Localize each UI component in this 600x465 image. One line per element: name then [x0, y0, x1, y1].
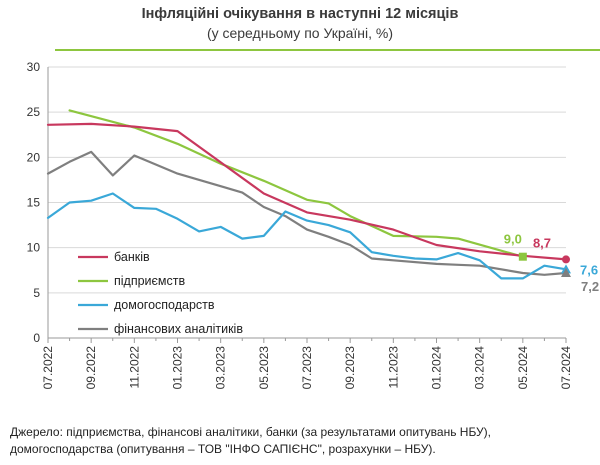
series-end-markers	[518, 252, 571, 277]
series-end-labels: 8,7 9,0 7,6 7,2	[504, 232, 599, 294]
series-line-0	[46, 122, 568, 261]
series-line-3	[46, 150, 568, 276]
legend-label: підприємств	[114, 274, 185, 288]
y-tick-label: 30	[27, 60, 41, 74]
end-value-label: 8,7	[533, 235, 551, 250]
x-tick-label: 07.2022	[41, 346, 55, 390]
source-note: Джерело: підприємства, фінансові аналіти…	[10, 425, 492, 456]
y-tick-label: 5	[33, 286, 40, 300]
legend-label: банків	[114, 250, 150, 264]
y-tick-label: 15	[27, 196, 41, 210]
series-lines	[46, 109, 568, 280]
x-tick-label: 05.2023	[257, 346, 271, 390]
x-tick-label: 09.2023	[343, 346, 357, 390]
series-line-2	[46, 192, 568, 280]
gridlines	[48, 66, 566, 294]
end-value-label: 7,6	[580, 262, 598, 277]
series-line-1	[68, 109, 524, 258]
y-tick-label: 0	[33, 331, 40, 345]
legend-label: фінансових аналітиків	[114, 322, 243, 336]
x-tick-label: 01.2023	[171, 346, 185, 390]
line-chart: 0 5 10 15 20 25 30 07.2022 09.2022 11.2022 01.202…	[27, 60, 599, 390]
x-tick-label: 03.2023	[214, 346, 228, 390]
chart-subtitle: (у середньому по Україні, %)	[206, 25, 394, 41]
x-axis-ticks: 07.2022 09.2022 11.2022 01.2023 03.2023 05.20…	[41, 346, 573, 390]
end-marker-circle	[562, 255, 570, 264]
end-value-label: 7,2	[581, 279, 599, 294]
x-tick-label: 11.2023	[386, 346, 400, 389]
x-tick-label: 05.2024	[516, 346, 530, 390]
x-tick-label: 01.2024	[430, 346, 444, 390]
end-marker-triangle	[561, 267, 571, 277]
legend: банків підприємств домогосподарств фінансов…	[78, 250, 243, 336]
legend-label: домогосподарств	[114, 298, 215, 312]
x-tick-label: 03.2024	[473, 346, 487, 390]
x-tick-label: 07.2023	[300, 346, 314, 390]
y-axis-ticks: 0 5 10 15 20 25 30	[27, 60, 41, 345]
end-marker-square	[518, 252, 527, 261]
x-tick-label: 07.2024	[559, 346, 573, 390]
chart-title: Інфляційні очікування в наступні 12 міся…	[141, 6, 459, 22]
title-divider	[55, 49, 600, 51]
x-tick-label: 09.2022	[84, 346, 98, 390]
y-tick-label: 10	[27, 241, 41, 255]
end-value-label: 9,0	[504, 232, 522, 247]
axes	[47, 67, 567, 343]
y-tick-label: 25	[27, 105, 41, 119]
y-tick-label: 20	[27, 150, 41, 164]
x-tick-label: 11.2022	[127, 346, 141, 389]
